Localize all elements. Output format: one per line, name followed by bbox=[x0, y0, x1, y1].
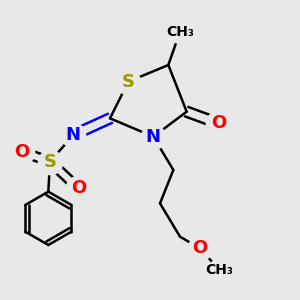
Text: O: O bbox=[14, 143, 29, 161]
Text: O: O bbox=[192, 239, 208, 257]
Text: O: O bbox=[71, 179, 86, 197]
Text: CH₃: CH₃ bbox=[166, 25, 194, 39]
Text: N: N bbox=[66, 126, 81, 144]
Text: S: S bbox=[122, 73, 135, 91]
Text: CH₃: CH₃ bbox=[206, 263, 233, 277]
Text: S: S bbox=[44, 153, 56, 171]
Text: O: O bbox=[211, 114, 226, 132]
Text: N: N bbox=[146, 128, 161, 146]
